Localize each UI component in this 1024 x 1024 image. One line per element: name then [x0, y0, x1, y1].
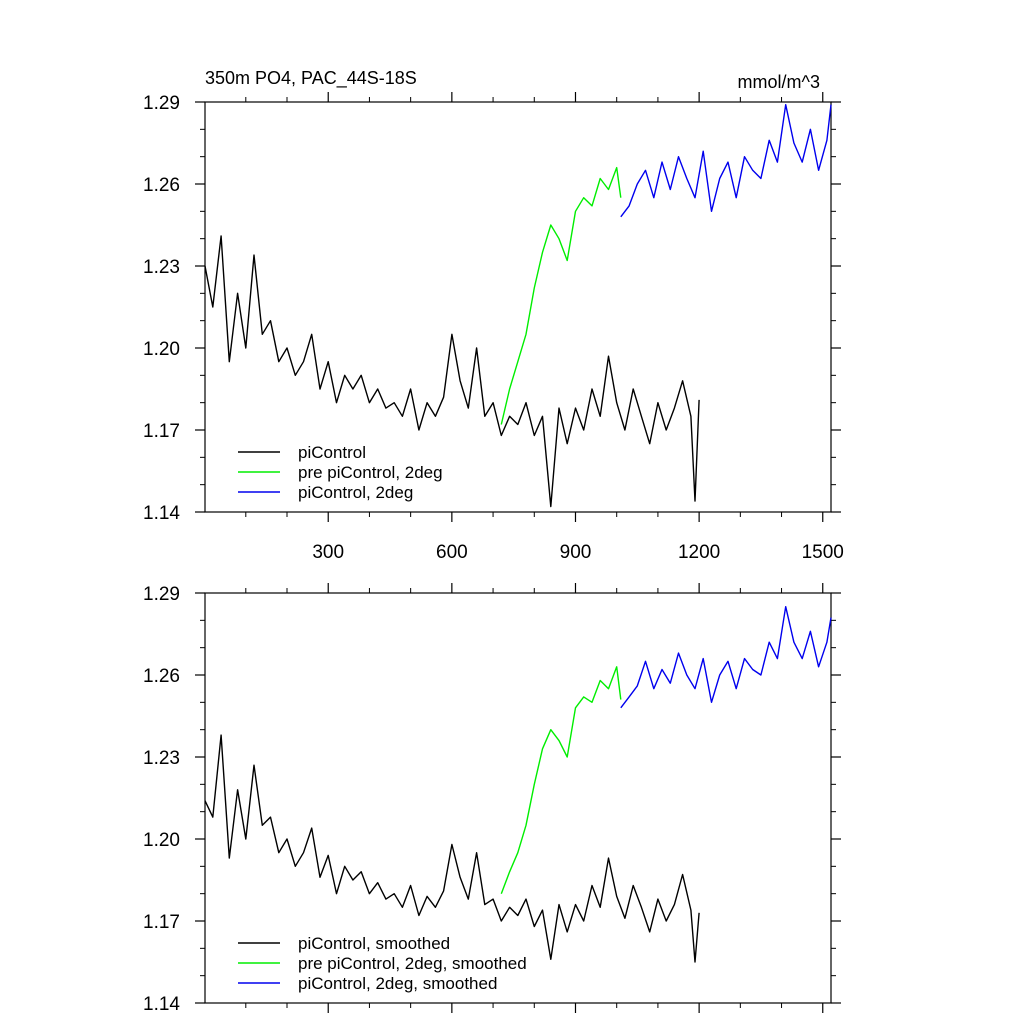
y-tick-label: 1.29	[143, 93, 180, 114]
top-panel: 350m PO4, PAC_44S-18S mmol/m^3 1.141.171…	[143, 68, 844, 563]
series-line-2	[620, 103, 832, 218]
y-tick-label: 1.26	[143, 175, 180, 196]
y-tick-label: 1.14	[143, 994, 180, 1015]
series-line-2	[620, 606, 832, 709]
y-tick-label: 1.23	[143, 257, 180, 278]
y-tick-label: 1.17	[143, 912, 180, 933]
y-tick-label: 1.26	[143, 666, 180, 687]
x-tick-label: 600	[436, 542, 468, 563]
legend-label: piControl	[298, 443, 366, 462]
top-series-group	[204, 103, 832, 508]
chart-title: 350m PO4, PAC_44S-18S	[205, 68, 417, 89]
top-tick-group: 1.14 1.17 1.20 1.23 1.26 1.29 300 600 900 1200 150…	[143, 92, 844, 563]
y-tick-label: 1.14	[143, 503, 180, 524]
y-tick-label: 1.17	[143, 421, 180, 442]
legend-label: piControl, 2deg	[298, 483, 413, 502]
bottom-series-group	[204, 606, 832, 963]
units-label: mmol/m^3	[738, 72, 820, 92]
y-tick-label: 1.20	[143, 339, 180, 360]
legend-label: pre piControl, 2deg, smoothed	[298, 954, 527, 973]
y-tick-label: 1.23	[143, 748, 180, 769]
x-tick-label: 900	[560, 542, 592, 563]
series-line-0	[204, 235, 700, 508]
bottom-tick-group: 1.14 1.17 1.20 1.23 1.26 1.29	[143, 583, 841, 1015]
x-tick-label: 300	[312, 542, 344, 563]
series-line-1	[500, 666, 622, 894]
bottom-panel: 1.14 1.17 1.20 1.23 1.26 1.29 piControl, smoo…	[143, 583, 841, 1015]
x-tick-label: 1500	[802, 542, 844, 563]
y-tick-label: 1.29	[143, 584, 180, 605]
series-line-1	[500, 166, 622, 425]
y-tick-label: 1.20	[143, 830, 180, 851]
bottom-plot-frame	[204, 592, 832, 1004]
legend-label: piControl, 2deg, smoothed	[298, 974, 497, 993]
top-plot-frame	[204, 101, 832, 513]
legend-label: pre piControl, 2deg	[298, 463, 443, 482]
series-line-0	[204, 734, 700, 963]
x-tick-label: 1200	[678, 542, 720, 563]
legend-label: piControl, smoothed	[298, 934, 450, 953]
